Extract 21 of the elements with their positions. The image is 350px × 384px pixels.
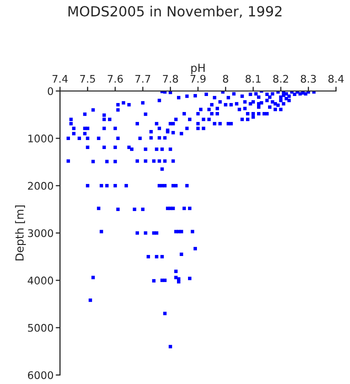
x-tick-label: 8.4 bbox=[328, 74, 344, 83]
x-tick-label: 8.2 bbox=[273, 74, 288, 83]
y-tick-label: 2000 bbox=[28, 182, 54, 190]
x-tick-label: 7.9 bbox=[190, 74, 206, 83]
y-tick-label: 6000 bbox=[28, 371, 54, 380]
x-tick-label: 8.1 bbox=[246, 74, 261, 83]
x-tick-label: 8.3 bbox=[300, 74, 316, 83]
x-tick-label: 7.7 bbox=[135, 74, 150, 83]
x-axis-title: pH bbox=[191, 64, 205, 74]
x-tick-label: 7.5 bbox=[80, 74, 95, 83]
x-tick-label: 7.8 bbox=[162, 74, 178, 83]
x-tick-label: 7.4 bbox=[52, 74, 68, 83]
y-tick-label: 5000 bbox=[28, 324, 54, 332]
x-tick-label: 7.6 bbox=[108, 74, 123, 83]
y-tick-label: 3000 bbox=[28, 229, 54, 238]
y-axis-title: Depth [m] bbox=[15, 206, 26, 260]
chart-title: MODS2005 in November, 1992 bbox=[68, 6, 282, 18]
x-tick-label: 8 bbox=[222, 74, 228, 83]
y-tick-label: 0 bbox=[48, 87, 54, 96]
y-tick-label: 4000 bbox=[28, 276, 54, 284]
y-tick-label: 1000 bbox=[28, 134, 54, 142]
